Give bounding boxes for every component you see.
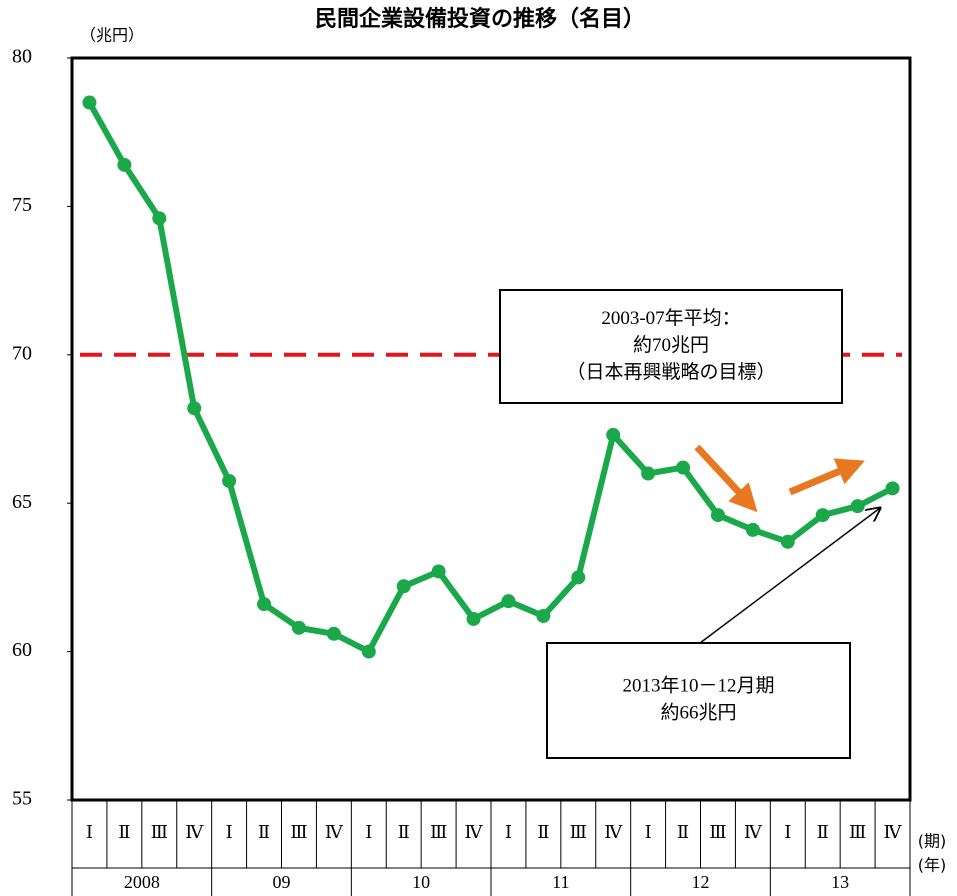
y-tick-label: 65 — [12, 491, 32, 513]
x-tick-label: Ⅲ — [430, 822, 447, 842]
year-label: 11 — [552, 872, 569, 892]
data-point — [571, 570, 586, 585]
annotation-text: （日本再興戦略の目標） — [566, 361, 775, 383]
y-axis-label: （兆円） — [80, 26, 144, 45]
x-tick-label: Ⅱ — [817, 822, 829, 842]
chart-title: 民間企業設備投資の推移（名目） — [315, 6, 645, 32]
y-tick-label: 55 — [12, 788, 32, 810]
annotation-text: 2013年10－12月期 — [622, 674, 774, 696]
annotation-text: 約66兆円 — [660, 701, 736, 723]
data-point — [606, 427, 621, 442]
year-label: 2008 — [124, 872, 160, 892]
data-point — [187, 401, 202, 416]
data-point — [501, 594, 516, 609]
data-point — [676, 460, 691, 475]
x-tick-label: Ⅲ — [151, 822, 168, 842]
data-point — [745, 522, 760, 537]
x-tick-label: Ⅰ — [86, 822, 93, 842]
x-tick-label: Ⅲ — [570, 822, 587, 842]
plot-frame — [70, 56, 912, 802]
x-group-label: (年) — [918, 856, 947, 875]
annotation-text: 約70兆円 — [633, 334, 709, 356]
x-tick-label: Ⅱ — [118, 822, 130, 842]
data-point — [780, 534, 795, 549]
data-point — [885, 481, 900, 496]
x-tick-label: Ⅰ — [645, 822, 652, 842]
x-tick-label: Ⅱ — [398, 822, 410, 842]
x-axis-label: (期) — [918, 832, 947, 851]
data-point — [82, 95, 97, 110]
x-tick-label: Ⅳ — [325, 822, 344, 842]
x-tick-label: Ⅲ — [290, 822, 307, 842]
data-point — [431, 564, 446, 579]
x-tick-label: Ⅳ — [465, 822, 484, 842]
data-point — [850, 499, 865, 514]
year-label: 09 — [273, 872, 291, 892]
x-tick-label: Ⅲ — [849, 822, 866, 842]
x-tick-label: Ⅰ — [784, 822, 791, 842]
data-point — [536, 608, 551, 623]
data-point — [361, 644, 376, 659]
x-tick-label: Ⅳ — [744, 822, 763, 842]
x-tick-label: Ⅰ — [226, 822, 233, 842]
annotation-text: 2003-07年平均： — [601, 307, 740, 329]
data-point — [466, 611, 481, 626]
data-point — [291, 620, 306, 635]
data-point — [152, 211, 167, 226]
x-tick-label: Ⅰ — [365, 822, 372, 842]
data-point — [641, 466, 656, 481]
decrease-arrow — [694, 444, 758, 513]
data-point — [222, 473, 237, 488]
annotation-box — [546, 642, 851, 759]
y-tick-label: 60 — [12, 639, 32, 661]
x-tick-label: Ⅲ — [709, 822, 726, 842]
data-point — [710, 508, 725, 523]
increase-arrow — [788, 458, 865, 496]
x-tick-label: Ⅱ — [537, 822, 549, 842]
y-tick-label: 70 — [12, 342, 32, 364]
year-label: 13 — [831, 872, 849, 892]
annotation-box — [499, 289, 843, 404]
y-tick-label: 75 — [12, 194, 32, 216]
year-label: 12 — [692, 872, 710, 892]
x-tick-label: Ⅱ — [677, 822, 689, 842]
data-point — [815, 508, 830, 523]
data-point — [396, 579, 411, 594]
data-point — [117, 157, 132, 172]
x-tick-label: Ⅰ — [505, 822, 512, 842]
x-tick-label: Ⅱ — [258, 822, 270, 842]
y-tick-label: 80 — [12, 46, 32, 68]
data-point — [326, 626, 341, 641]
x-tick-label: Ⅳ — [604, 822, 623, 842]
x-tick-label: Ⅳ — [884, 822, 903, 842]
annotation-pointer — [699, 508, 880, 644]
x-tick-label: Ⅳ — [185, 822, 204, 842]
year-label: 10 — [412, 872, 430, 892]
data-point — [257, 597, 272, 612]
